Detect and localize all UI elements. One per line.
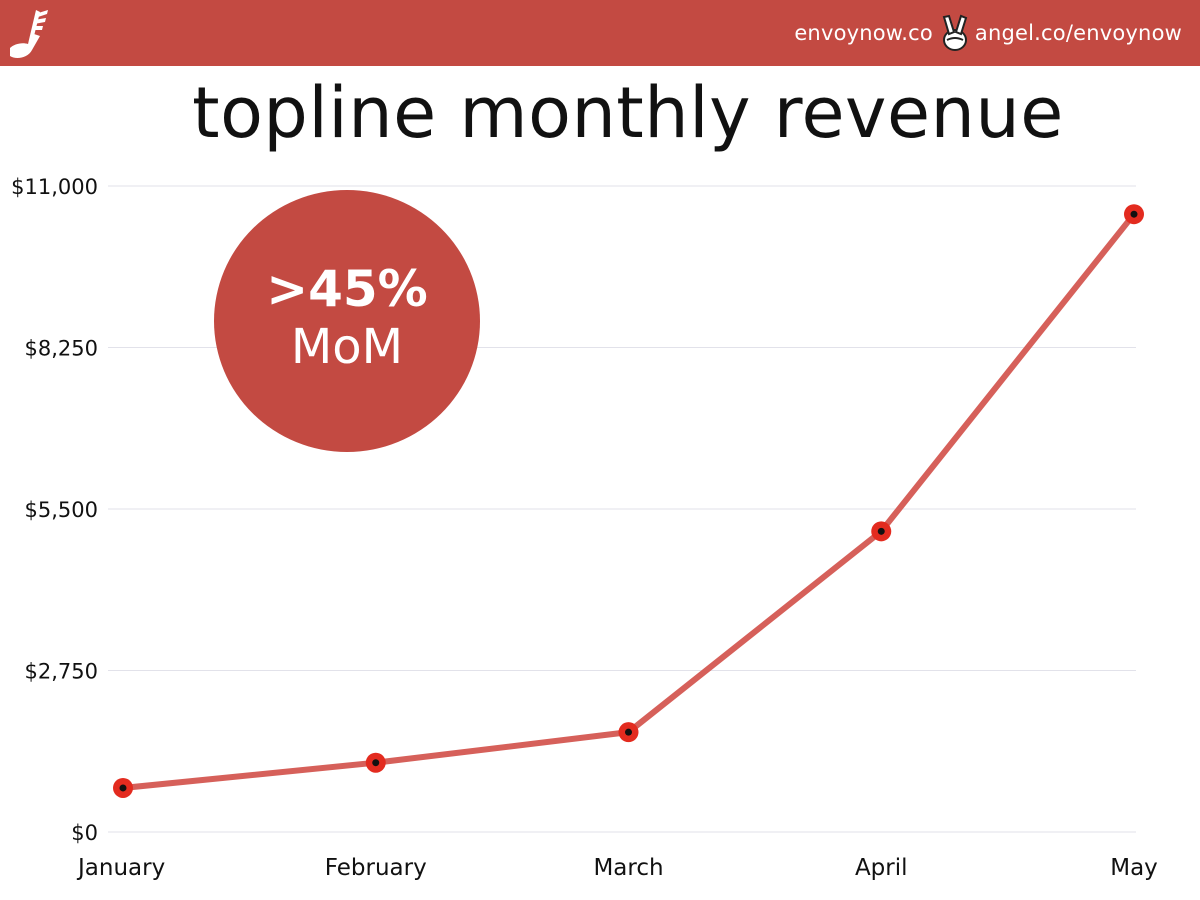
growth-value: >45%	[266, 260, 428, 319]
y-tick-label: $11,000	[11, 175, 98, 199]
winged-shoe-icon	[10, 10, 48, 58]
data-point	[871, 521, 892, 542]
peace-hand-icon	[942, 14, 968, 51]
site-link[interactable]: envoynow.co	[794, 21, 933, 45]
x-tick-label: February	[325, 855, 427, 881]
x-tick-label: April	[855, 855, 908, 881]
data-point	[618, 722, 639, 743]
y-tick-label: $0	[71, 821, 98, 845]
x-tick-label: May	[1110, 855, 1158, 881]
data-point	[113, 777, 133, 798]
x-tick-label: January	[76, 855, 165, 881]
y-tick-label: $5,500	[25, 498, 98, 522]
data-point	[1124, 204, 1144, 225]
growth-badge: >45% MoM	[214, 190, 480, 452]
angel-link[interactable]: angel.co/envoynow	[974, 21, 1182, 45]
x-tick-label: March	[593, 855, 663, 881]
growth-label: MoM	[290, 319, 404, 376]
y-tick-label: $8,250	[25, 337, 98, 361]
chart-title: topline monthly revenue	[192, 72, 1064, 154]
header-bar: envoynow.co angel.co/envoynow	[0, 0, 1200, 66]
y-tick-label: $2,750	[25, 660, 98, 684]
data-point	[365, 752, 386, 773]
header-links: envoynow.co angel.co/envoynow	[794, 14, 1182, 52]
